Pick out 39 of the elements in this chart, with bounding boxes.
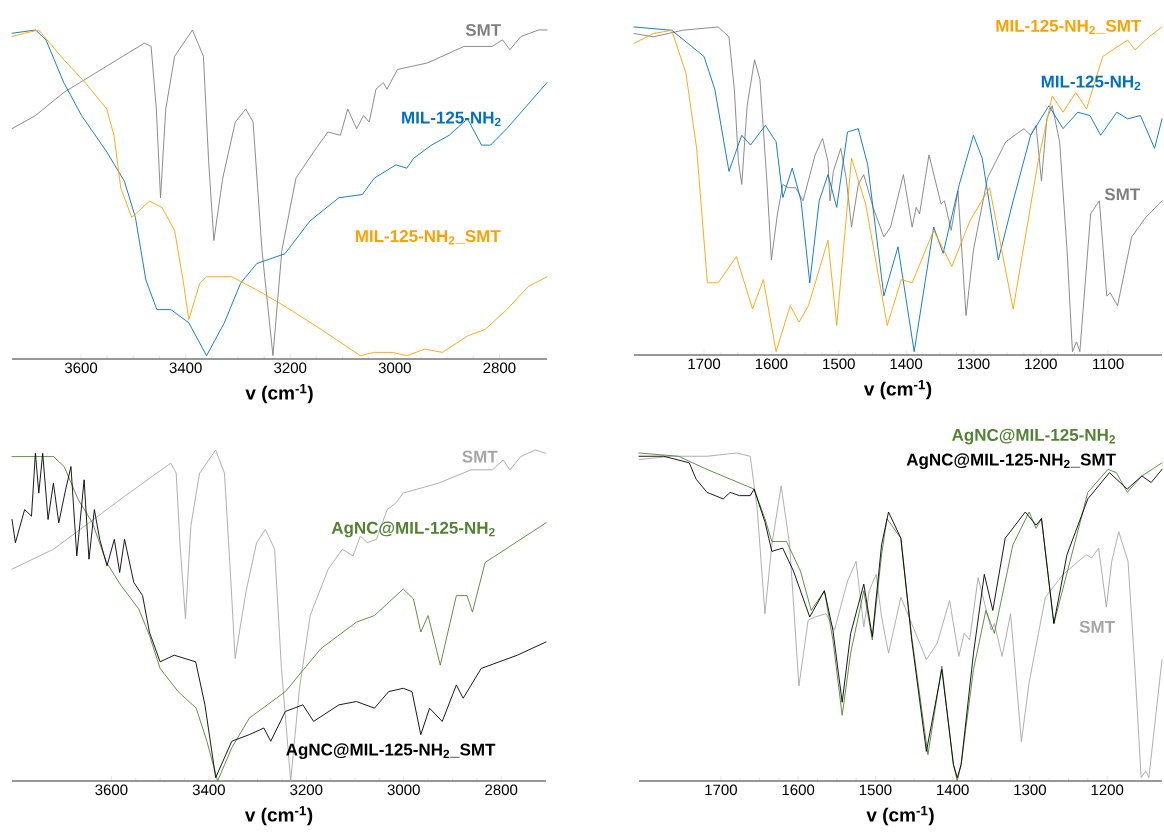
x-tick-label: 1300 bbox=[957, 358, 990, 370]
x-tick-label: 1600 bbox=[755, 358, 788, 370]
x-tick-label: 1700 bbox=[688, 358, 721, 370]
x-tick-label: 3000 bbox=[387, 784, 420, 796]
series-label: AgNC@MIL-125-NH$_{2}$_SMT bbox=[906, 453, 1116, 470]
x-tick-label: 3400 bbox=[169, 362, 202, 374]
x-axis-title: v (cm$^{-1}$) bbox=[863, 380, 932, 400]
x-tick-label: 3200 bbox=[274, 362, 307, 374]
series-label: SMT bbox=[465, 23, 501, 37]
series-label: MIL-125-NH$_{2}$ bbox=[1041, 75, 1141, 90]
x-tick-label: 1100 bbox=[1093, 358, 1124, 370]
x-axis-title: v (cm$^{-1}$) bbox=[244, 806, 313, 826]
series-label: MIL-125-NH$_{2}$ bbox=[402, 111, 501, 127]
x-tick-label: 3200 bbox=[290, 784, 323, 796]
x-tick-label: 1200 bbox=[1025, 358, 1057, 370]
x-tick-label: 1500 bbox=[859, 784, 892, 796]
x-tick-label: 1400 bbox=[937, 784, 969, 796]
series-label: AgNC@MIL-125-NH$_{2}$ bbox=[331, 521, 495, 538]
x-tick-label: 1300 bbox=[1014, 784, 1046, 796]
text: MIL-125-NH$_{2}$_SMT bbox=[355, 230, 501, 245]
series-label: SMT bbox=[1104, 188, 1141, 201]
series-label: MIL-125-NH$_{2}$_SMT bbox=[996, 19, 1142, 35]
x-tick-label: 3600 bbox=[95, 784, 128, 796]
x-axis-title: v (cm$^{-1}$) bbox=[245, 384, 313, 404]
x-tick-label: 1700 bbox=[705, 784, 737, 796]
x-tick-label: 3400 bbox=[192, 784, 225, 796]
series-label: AgNC@MIL-125-NH$_{2}$_SMT bbox=[286, 743, 496, 760]
x-tick-label: 2800 bbox=[483, 362, 516, 374]
x-tick-label: 1200 bbox=[1091, 784, 1124, 796]
series-label: SMT bbox=[1079, 620, 1115, 633]
series-label: SMT bbox=[462, 450, 498, 463]
x-tick-label: 1500 bbox=[823, 358, 855, 370]
x-tick-label: 1400 bbox=[890, 358, 923, 370]
x-tick-label: 1600 bbox=[782, 784, 815, 796]
x-tick-label: 3000 bbox=[378, 362, 411, 374]
x-tick-label: 3600 bbox=[64, 362, 98, 374]
x-axis-title: v (cm$^{-1}$) bbox=[866, 806, 934, 826]
series-label: AgNC@MIL-125-NH$_{2}$ bbox=[952, 428, 1116, 445]
x-tick-label: 2800 bbox=[485, 784, 518, 796]
